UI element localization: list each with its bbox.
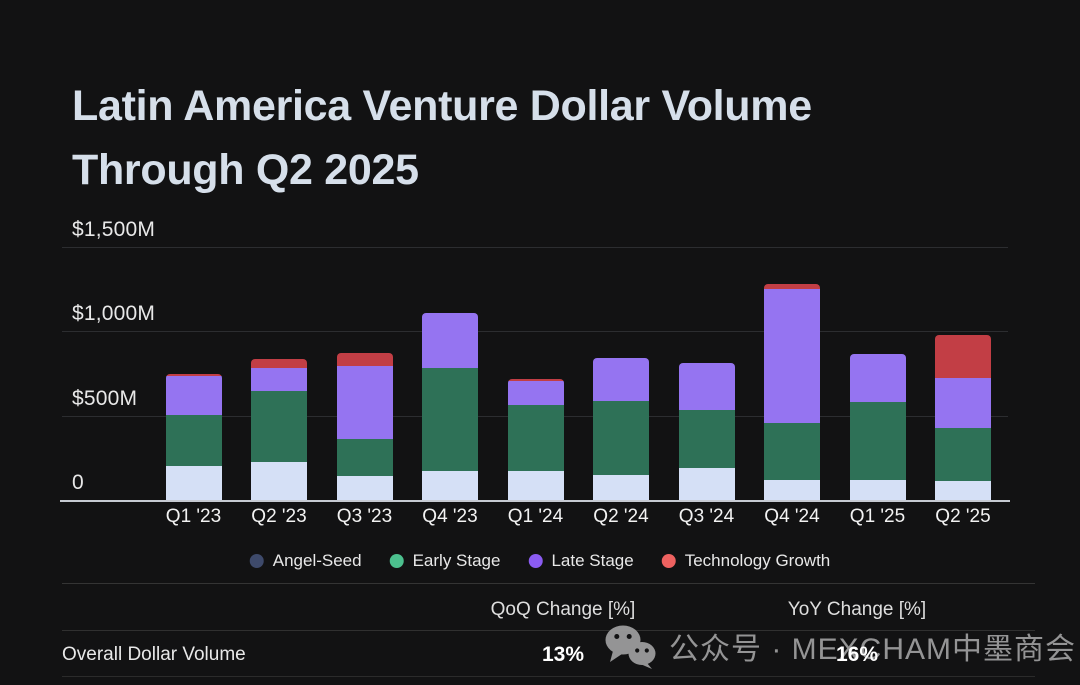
legend-item-early-stage: Early Stage bbox=[389, 551, 501, 571]
x-axis-tick-label: Q3 '23 bbox=[336, 506, 393, 527]
legend-label: Late Stage bbox=[551, 551, 634, 570]
bar-q1-24 bbox=[507, 379, 564, 500]
bar-q1-23 bbox=[165, 374, 222, 500]
segment-angel-seed bbox=[165, 466, 222, 500]
table-header-qoq-change: QoQ Change [%] bbox=[490, 599, 636, 620]
x-axis-tick-label: Q2 '25 bbox=[935, 506, 991, 527]
segment-early-stage bbox=[165, 414, 222, 467]
title-line-2: Through Q2 2025 bbox=[72, 146, 419, 194]
segment-angel-seed bbox=[507, 471, 564, 500]
bar-q1-25 bbox=[849, 354, 906, 500]
segment-late-stage bbox=[422, 312, 478, 369]
wechat-icon bbox=[605, 625, 656, 669]
table-row-label: Overall Dollar Volume bbox=[62, 644, 246, 665]
qoq-change-value: 13% bbox=[541, 643, 585, 666]
bar-q4-24 bbox=[764, 284, 820, 500]
early-stage-legend-dot-icon bbox=[389, 554, 404, 568]
segment-angel-seed bbox=[593, 474, 649, 500]
segment-late-stage bbox=[251, 367, 307, 392]
x-axis-line bbox=[60, 500, 1010, 502]
table-bottom-divider bbox=[62, 676, 1035, 677]
x-axis-tick-label: Q4 '23 bbox=[422, 506, 478, 527]
legend-item-technology-growth: Technology Growth bbox=[661, 551, 831, 571]
segment-early-stage bbox=[251, 391, 307, 463]
segment-early-stage bbox=[422, 368, 478, 472]
segment-technology-growth bbox=[251, 359, 307, 368]
segment-angel-seed bbox=[935, 480, 991, 500]
bar-q3-24 bbox=[678, 363, 735, 500]
x-axis-tick-label: Q4 '24 bbox=[764, 506, 820, 527]
bar-q2-23 bbox=[251, 359, 307, 500]
segment-late-stage bbox=[849, 354, 906, 403]
gridline-1000 bbox=[62, 331, 1008, 333]
segment-early-stage bbox=[507, 404, 564, 472]
legend-label: Early Stage bbox=[412, 551, 501, 570]
yoy-change-value: 16% bbox=[835, 643, 879, 666]
x-axis-tick-label: Q1 '25 bbox=[849, 506, 906, 527]
segment-angel-seed bbox=[422, 471, 478, 500]
gridline-1500 bbox=[62, 247, 1008, 248]
legend-label: Angel-Seed bbox=[272, 551, 362, 570]
y-axis-tick-label: $1,000M bbox=[72, 302, 156, 326]
x-axis-tick-label: Q3 '24 bbox=[678, 506, 735, 527]
segment-angel-seed bbox=[849, 479, 906, 500]
segment-angel-seed bbox=[251, 462, 307, 500]
late-stage-legend-dot-icon bbox=[528, 554, 543, 568]
segment-late-stage bbox=[764, 289, 820, 424]
y-axis-tick-label: $500M bbox=[72, 386, 138, 410]
watermark-text: 公众号 · MEXCHAM中墨商会 bbox=[669, 633, 1076, 666]
technology-growth-legend-dot-icon bbox=[661, 554, 676, 568]
bar-q4-23 bbox=[422, 312, 478, 500]
chart-legend: Angel-Seed Early Stage Late Stage Technolog… bbox=[249, 551, 831, 571]
segment-late-stage bbox=[165, 376, 222, 415]
y-axis-tick-label: $1,500M bbox=[72, 218, 156, 241]
table-header-yoy-change: YoY Change [%] bbox=[787, 599, 927, 620]
table-top-divider bbox=[62, 583, 1035, 584]
page-title: Latin America Venture Dollar Volume Thro… bbox=[72, 74, 1012, 202]
segment-late-stage bbox=[336, 365, 393, 440]
segment-angel-seed bbox=[678, 467, 735, 500]
segment-technology-growth bbox=[165, 374, 222, 376]
segment-early-stage bbox=[593, 401, 649, 475]
segment-late-stage bbox=[678, 363, 735, 410]
x-axis-tick-label: Q1 '23 bbox=[165, 506, 222, 527]
segment-early-stage bbox=[764, 423, 820, 480]
x-axis-tick-label: Q1 '24 bbox=[507, 506, 564, 527]
angel-seed-legend-dot-icon bbox=[249, 554, 264, 568]
segment-early-stage bbox=[935, 428, 991, 481]
segment-early-stage bbox=[678, 409, 735, 468]
x-axis-tick-label: Q2 '24 bbox=[593, 506, 649, 527]
segment-angel-seed bbox=[764, 479, 820, 500]
legend-item-late-stage: Late Stage bbox=[528, 551, 634, 571]
segment-early-stage bbox=[336, 439, 393, 477]
segment-technology-growth bbox=[935, 334, 991, 378]
segment-technology-growth bbox=[336, 353, 393, 366]
legend-item-angel-seed: Angel-Seed bbox=[249, 551, 362, 571]
segment-late-stage bbox=[593, 358, 649, 402]
title-line-1: Latin America Venture Dollar Volume bbox=[72, 82, 812, 130]
segment-technology-growth bbox=[507, 379, 564, 382]
bar-q2-25 bbox=[935, 334, 991, 500]
table-header-divider bbox=[62, 630, 1035, 631]
y-axis-tick-label: 0 bbox=[72, 471, 84, 494]
segment-late-stage bbox=[935, 377, 991, 429]
segment-technology-growth bbox=[764, 284, 820, 290]
watermark: 公众号 · MEXCHAM中墨商会 bbox=[604, 620, 1076, 672]
segment-early-stage bbox=[849, 402, 906, 480]
segment-angel-seed bbox=[336, 476, 393, 500]
bar-q2-24 bbox=[593, 358, 649, 500]
legend-label: Technology Growth bbox=[684, 551, 831, 570]
segment-late-stage bbox=[507, 381, 564, 405]
x-axis-tick-label: Q2 '23 bbox=[251, 506, 307, 527]
bar-q3-23 bbox=[336, 353, 393, 500]
